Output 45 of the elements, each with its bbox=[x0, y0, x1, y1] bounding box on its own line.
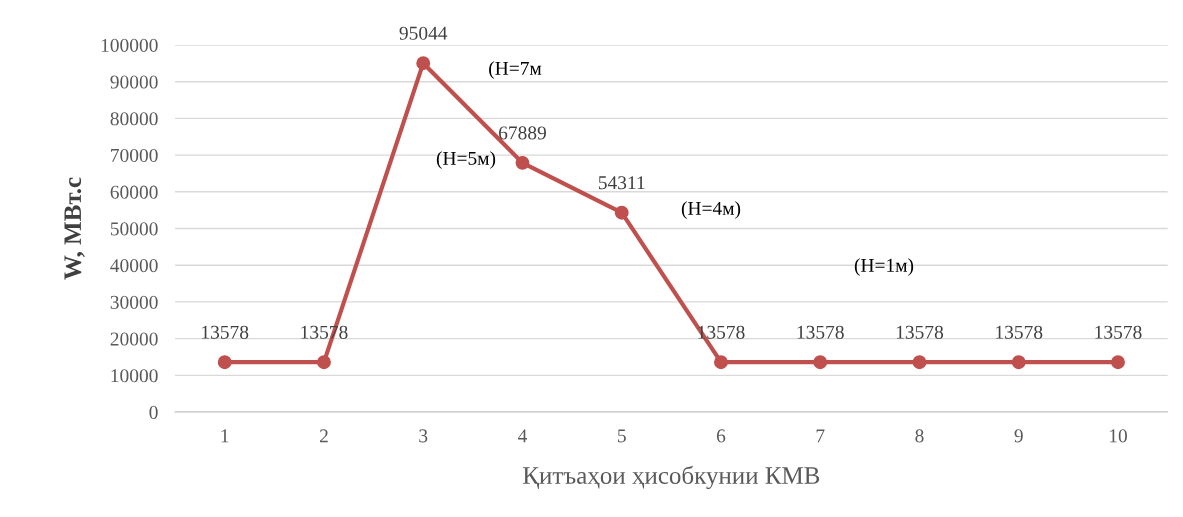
x-tick-label: 10 bbox=[1109, 429, 1127, 443]
y-tick-label: 60000 bbox=[110, 185, 158, 199]
data-label: 13578 bbox=[996, 325, 1043, 339]
x-tick-label: 1 bbox=[221, 429, 229, 443]
point bbox=[217, 355, 232, 370]
y-tick-label: 30000 bbox=[110, 295, 158, 309]
y-tick-label: 50000 bbox=[110, 222, 158, 236]
point bbox=[614, 205, 629, 220]
point bbox=[714, 355, 728, 370]
y-tick-label: 70000 bbox=[111, 148, 158, 163]
point bbox=[317, 355, 331, 370]
data-label: 54311 bbox=[598, 176, 645, 190]
y-tick-label: 90000 bbox=[110, 75, 158, 89]
x-tick-label: 6 bbox=[716, 429, 726, 443]
y-tick-label: 0 bbox=[149, 405, 158, 419]
x-tick-label: 3 bbox=[419, 429, 428, 443]
point bbox=[1011, 355, 1026, 370]
data-label: 13578 bbox=[202, 325, 249, 339]
point bbox=[1111, 355, 1125, 370]
annotation: (H=5м) bbox=[436, 151, 496, 169]
point bbox=[416, 56, 431, 71]
y-tick-label: 40000 bbox=[110, 259, 158, 273]
x-tick-label: 5 bbox=[617, 429, 626, 443]
point bbox=[515, 155, 530, 170]
point bbox=[813, 355, 828, 370]
data-label: 13578 bbox=[896, 325, 944, 339]
y-tick-label: 100000 bbox=[101, 38, 158, 52]
annotation: (H=7м bbox=[489, 61, 542, 79]
data-label: 13578 bbox=[797, 325, 844, 339]
annotation: (H=4м) bbox=[681, 201, 741, 219]
annotation: (H=1м) bbox=[854, 258, 914, 276]
y-tick-label: 80000 bbox=[110, 112, 158, 126]
x-tick-label: 8 bbox=[915, 429, 924, 443]
point bbox=[912, 355, 927, 370]
data-label: 95044 bbox=[399, 26, 448, 40]
x-tick-label: 9 bbox=[1014, 429, 1023, 443]
y-axis-title: W, МВт.с bbox=[64, 177, 85, 280]
x-tick-label: 2 bbox=[319, 429, 328, 443]
data-label: 67889 bbox=[499, 126, 546, 140]
x-axis-title: Қитъаҳои ҳисобкунии КМВ bbox=[523, 465, 820, 490]
y-tick-label: 20000 bbox=[110, 332, 158, 346]
x-tick-label: 4 bbox=[517, 429, 528, 443]
data-label: 13578 bbox=[1095, 325, 1142, 339]
x-tick-label: 7 bbox=[816, 429, 825, 443]
y-tick-label: 10000 bbox=[111, 369, 158, 383]
